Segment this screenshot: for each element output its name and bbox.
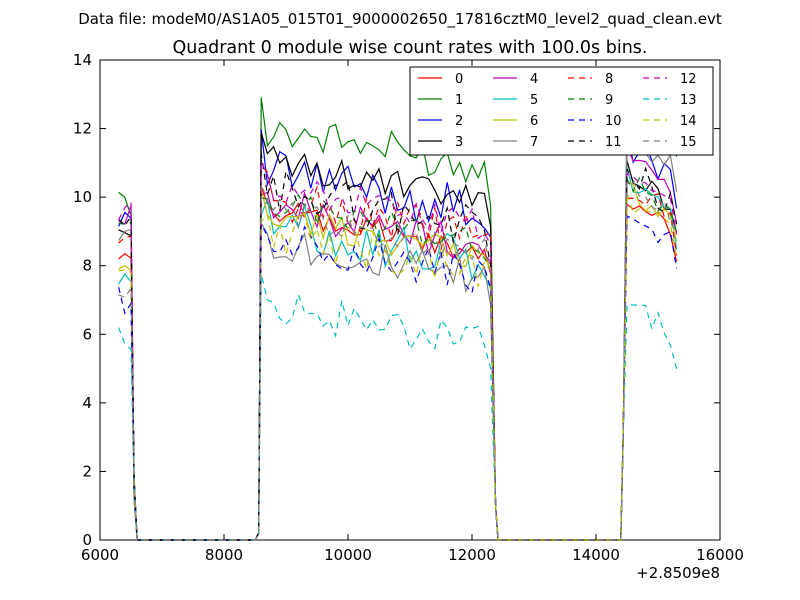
x-tick-label: 8000: [205, 546, 243, 564]
legend-label-6: 6: [530, 114, 538, 129]
legend-label-5: 5: [530, 93, 538, 108]
legend-label-10: 10: [605, 114, 622, 129]
legend-label-7: 7: [530, 135, 538, 150]
x-tick-label: 14000: [572, 546, 620, 564]
y-tick-label: 8: [82, 257, 92, 275]
legend-label-0: 0: [455, 72, 463, 87]
series-7-line: [118, 119, 678, 541]
plot-frame: [99, 59, 721, 541]
series-5-line: [118, 166, 678, 541]
y-tick-label: 2: [82, 462, 92, 480]
y-tick-label: 10: [73, 188, 92, 206]
x-tick-label: 16000: [696, 546, 744, 564]
series-12-line: [118, 161, 678, 541]
legend-label-1: 1: [455, 93, 463, 108]
chart-supertitle: Data file: modeM0/AS1A05_015T01_90000026…: [78, 10, 722, 29]
legend-label-13: 13: [680, 93, 697, 108]
y-tick-label: 14: [73, 51, 92, 69]
y-tick-label: 6: [82, 325, 92, 343]
y-tick-label: 0: [82, 531, 92, 549]
series-15-line: [118, 179, 678, 541]
legend-label-3: 3: [455, 135, 463, 150]
series-10-line: [118, 215, 678, 541]
x-tick-label: 12000: [448, 546, 496, 564]
legend-label-9: 9: [605, 93, 613, 108]
y-tick-label: 4: [82, 394, 92, 412]
series-3-line: [118, 132, 678, 541]
series-1-line: [118, 94, 678, 541]
series-layer: [118, 94, 678, 541]
x-offset-label: +2.8509e8: [636, 564, 720, 582]
chart-title: Quadrant 0 module wise count rates with …: [173, 38, 648, 58]
series-6-line: [118, 179, 678, 541]
x-tick-label: 10000: [324, 546, 372, 564]
legend-label-15: 15: [680, 135, 697, 150]
legend-label-14: 14: [680, 114, 697, 129]
legend-box: [409, 66, 714, 156]
series-13-line: [118, 273, 678, 541]
legend-label-8: 8: [605, 72, 613, 87]
legend-label-4: 4: [530, 72, 538, 87]
legend-label-2: 2: [455, 114, 463, 129]
legend-label-11: 11: [605, 135, 622, 150]
y-tick-label: 12: [73, 120, 92, 138]
series-11-line: [118, 153, 678, 541]
series-4-line: [118, 146, 678, 541]
series-8-line: [118, 164, 678, 541]
legend-label-12: 12: [680, 72, 697, 87]
series-14-line: [118, 193, 678, 541]
series-2-line: [118, 129, 678, 541]
x-tick-label: 6000: [81, 546, 119, 564]
